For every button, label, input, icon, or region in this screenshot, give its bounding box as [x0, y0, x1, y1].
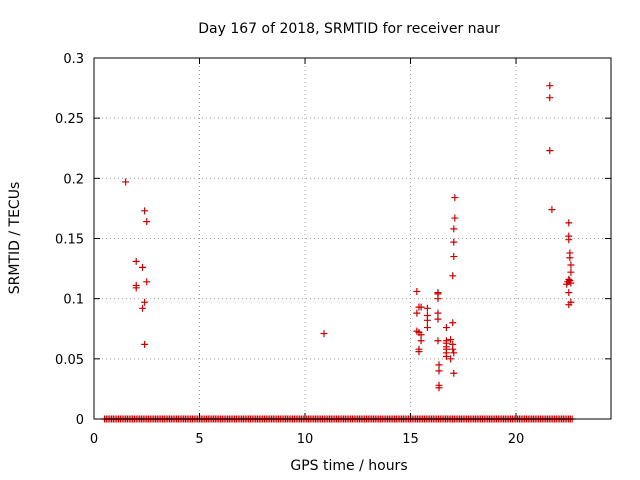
data-point [435, 367, 443, 375]
data-point [451, 214, 459, 222]
y-tick-label: 0.1 [63, 293, 84, 308]
data-point [413, 309, 421, 317]
data-point [567, 279, 575, 287]
x-tick-label: 15 [402, 432, 419, 447]
data-point [442, 352, 450, 360]
chart-title: Day 167 of 2018, SRMTID for receiver nau… [198, 21, 500, 37]
y-tick-label: 0.15 [55, 233, 84, 248]
data-point [546, 82, 554, 90]
data-point [450, 369, 458, 377]
data-point [139, 263, 147, 271]
data-point [415, 345, 423, 353]
data-point [447, 336, 455, 344]
data-point [450, 349, 458, 357]
y-axis-label: SRMTID / TECUs [7, 182, 23, 295]
data-point [122, 178, 130, 186]
data-point [451, 194, 459, 202]
data-point [548, 206, 556, 214]
data-point [141, 340, 149, 348]
data-point [450, 238, 458, 246]
y-tick-label: 0.3 [63, 52, 84, 67]
y-axis-ticks: 0 0.05 0.1 0.15 0.2 0.25 0.3 [55, 52, 611, 428]
x-tick-label: 0 [90, 432, 98, 447]
data-point [435, 361, 443, 369]
data-point [565, 219, 573, 227]
data-point [417, 331, 425, 339]
data-point [449, 319, 457, 327]
data-point [141, 298, 149, 306]
data-point [449, 345, 457, 353]
data-point [141, 207, 149, 215]
data-point [565, 301, 573, 309]
data-point [566, 254, 574, 262]
data-point [565, 289, 573, 297]
data-point [143, 218, 151, 226]
data-point [434, 295, 442, 303]
plot-frame [93, 57, 612, 420]
data-point [450, 253, 458, 261]
y-tick-label: 0.05 [55, 353, 84, 368]
data-point [435, 384, 443, 392]
data-point [565, 236, 573, 244]
data-point [423, 324, 431, 332]
data-point [449, 272, 457, 280]
x-tick-label: 20 [508, 432, 525, 447]
data-point [143, 278, 151, 286]
x-axis-ticks: 0 5 10 15 20 [90, 58, 524, 447]
x-tick-label: 5 [195, 432, 203, 447]
data-point [442, 324, 450, 332]
data-points [122, 82, 575, 392]
data-point [567, 261, 575, 269]
data-point [423, 304, 431, 312]
data-point [423, 316, 431, 324]
data-point [567, 268, 575, 276]
data-point [447, 355, 455, 363]
x-axis-label: GPS time / hours [290, 458, 407, 474]
x-tick-label: 10 [297, 432, 314, 447]
data-point [563, 280, 571, 288]
data-point [546, 94, 554, 102]
data-point [434, 337, 442, 345]
y-tick-label: 0 [76, 413, 84, 428]
data-point [132, 284, 140, 292]
data-point [132, 257, 140, 265]
y-tick-label: 0.25 [55, 112, 84, 127]
data-point [434, 315, 442, 323]
data-point [450, 225, 458, 233]
data-point [417, 337, 425, 345]
y-tick-label: 0.2 [63, 172, 84, 187]
data-point [546, 147, 554, 155]
data-point [413, 287, 421, 295]
data-point [434, 309, 442, 317]
grid-layer [94, 58, 611, 419]
data-point [417, 303, 425, 311]
data-point [139, 304, 147, 312]
data-point [320, 330, 328, 338]
